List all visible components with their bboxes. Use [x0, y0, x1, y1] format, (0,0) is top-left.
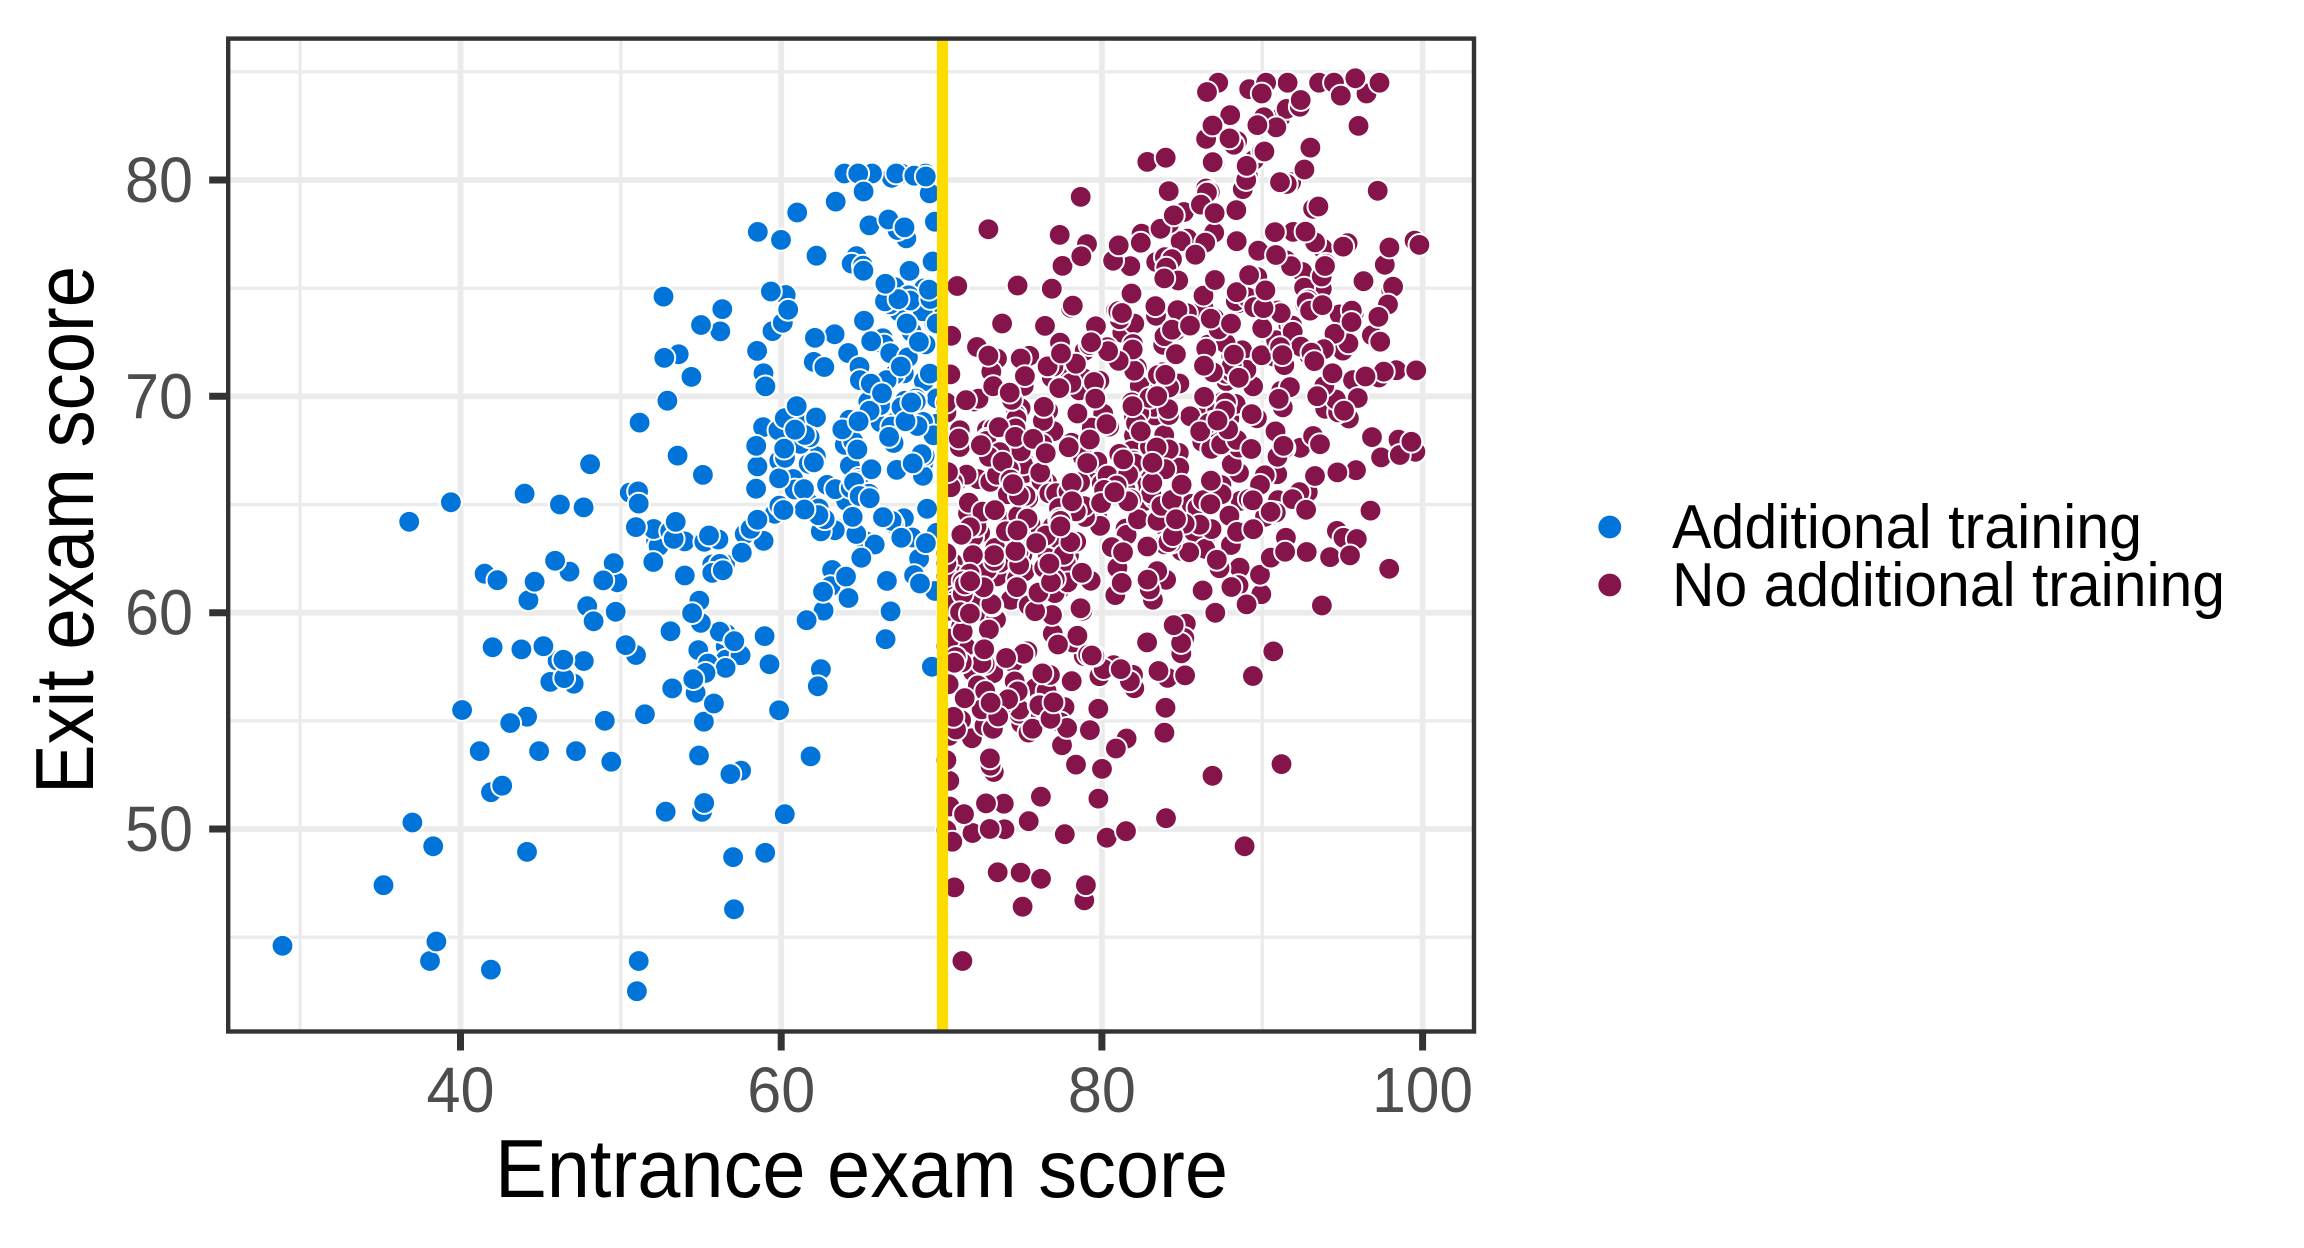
svg-text:Additional training: Additional training	[1672, 493, 2142, 562]
svg-text:80: 80	[1068, 1054, 1136, 1126]
svg-text:Entrance exam score: Entrance exam score	[495, 1122, 1228, 1215]
svg-text:60: 60	[125, 577, 193, 649]
svg-text:70: 70	[125, 360, 193, 432]
svg-text:Exit exam score: Exit exam score	[18, 266, 111, 794]
svg-text:60: 60	[747, 1054, 815, 1126]
svg-text:40: 40	[427, 1054, 495, 1126]
svg-text:No additional training: No additional training	[1672, 551, 2225, 620]
svg-text:50: 50	[125, 793, 193, 865]
svg-text:80: 80	[125, 144, 193, 216]
svg-text:100: 100	[1372, 1054, 1473, 1126]
